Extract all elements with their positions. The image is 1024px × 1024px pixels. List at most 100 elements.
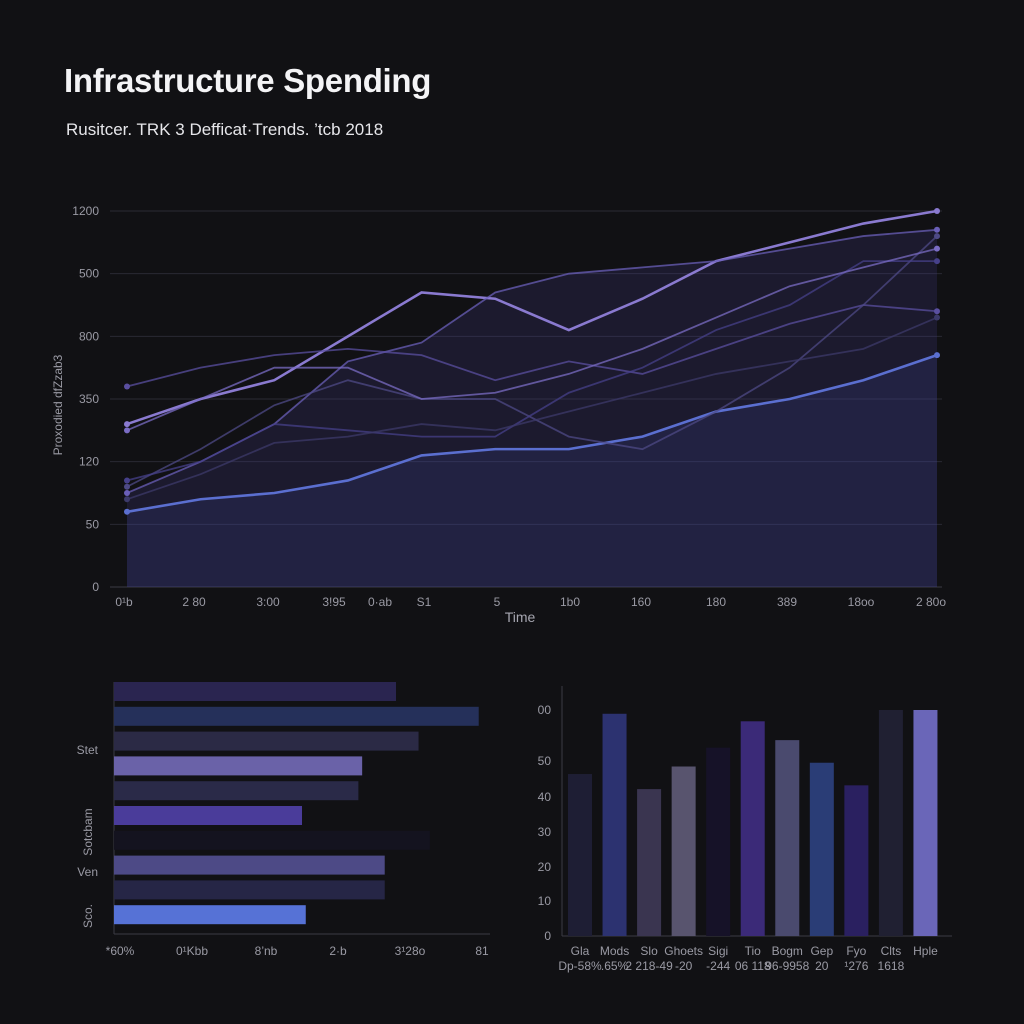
y-tick-label: 1200 bbox=[72, 204, 99, 218]
hbar-category-label: Ven bbox=[77, 865, 98, 879]
y-tick-label: 800 bbox=[79, 329, 99, 343]
vbar-category-sublabel: -20 bbox=[675, 959, 693, 973]
hbar-x-tick-label: *60% bbox=[106, 944, 135, 958]
hbar-x-tick-label: 3¹28o bbox=[395, 944, 426, 958]
page-title: Infrastructure Spending bbox=[64, 62, 432, 99]
series-point bbox=[124, 477, 130, 484]
vbar-category-label: Clts bbox=[881, 944, 902, 958]
vbar bbox=[913, 710, 938, 936]
hbar-category-label: Stet bbox=[77, 743, 99, 757]
series-point bbox=[934, 208, 940, 214]
vbar-category-sublabel: 2 218-49 bbox=[625, 959, 673, 973]
vbar bbox=[775, 740, 800, 936]
x-tick-label: 0·ab bbox=[368, 595, 392, 609]
hbar bbox=[114, 756, 363, 776]
vbar-category-sublabel: Dp-58% bbox=[558, 959, 602, 973]
series-line bbox=[126, 304, 938, 388]
x-tick-label: 2 80 bbox=[182, 595, 206, 609]
vbar-y-tick-label: 20 bbox=[538, 860, 552, 874]
vbar bbox=[878, 710, 903, 936]
vbar-category-sublabel: 06 118 bbox=[735, 959, 771, 973]
vbar-category-label: Gla bbox=[571, 944, 590, 958]
series-point bbox=[124, 490, 130, 496]
vbar-category-label: Sigi bbox=[708, 944, 728, 958]
hbar bbox=[114, 905, 306, 925]
series-area bbox=[127, 229, 937, 588]
vbar-y-tick-label: 00 bbox=[538, 703, 552, 717]
hbar bbox=[114, 706, 479, 726]
vbar bbox=[844, 785, 869, 936]
series-area bbox=[127, 355, 937, 587]
hbar-x-tick-label: 8’nb bbox=[255, 944, 278, 958]
y-tick-label: 0 bbox=[92, 580, 99, 594]
series-point bbox=[124, 383, 130, 390]
series-point bbox=[124, 421, 130, 428]
vbar-category-sublabel: .65% bbox=[601, 959, 629, 973]
vbar bbox=[671, 766, 696, 936]
series-point bbox=[934, 245, 940, 252]
x-tick-label: 5 bbox=[494, 595, 501, 609]
vbar-category-label: Fyo bbox=[846, 944, 866, 958]
series-point bbox=[934, 308, 940, 315]
vbar-category-label: Hple bbox=[913, 944, 938, 958]
series-point bbox=[934, 233, 940, 240]
vbar-category-label: Slo bbox=[640, 944, 658, 958]
series-point bbox=[124, 496, 130, 503]
vbar-category-sublabel: 96-9958 bbox=[765, 959, 809, 973]
x-tick-label: 2 80o bbox=[916, 595, 946, 609]
hbar-category-label: Sco. bbox=[81, 904, 95, 928]
hbar bbox=[114, 806, 302, 825]
vbar-category-sublabel: 20 bbox=[815, 959, 829, 973]
x-tick-label: 0¹b bbox=[115, 595, 133, 609]
x-tick-label: 180 bbox=[706, 595, 726, 609]
vbar bbox=[637, 789, 662, 936]
x-tick-label: 3!95 bbox=[322, 595, 346, 609]
hbar bbox=[114, 880, 385, 900]
series-line bbox=[126, 209, 938, 426]
vbar-category-sublabel: 1618 bbox=[878, 959, 905, 973]
y-tick-label: 50 bbox=[86, 517, 100, 531]
y-tick-label: 500 bbox=[79, 267, 99, 281]
vbar-category-label: Ghoets bbox=[664, 944, 703, 958]
vbar-category-label: Gep bbox=[810, 944, 833, 958]
hbar-x-tick-label: 2·b bbox=[329, 944, 347, 958]
series-line bbox=[126, 353, 938, 514]
x-tick-label: 3:00 bbox=[256, 595, 280, 609]
x-tick-label: 1b0 bbox=[560, 595, 580, 609]
y-tick-label: 350 bbox=[79, 392, 99, 406]
hbar bbox=[114, 781, 359, 801]
series-point bbox=[934, 314, 940, 321]
y-axis-title: Proxodied dfZzab3 bbox=[51, 354, 65, 455]
x-tick-label: 18oo bbox=[848, 595, 875, 609]
series-point bbox=[124, 427, 130, 434]
series-point bbox=[934, 352, 940, 359]
hbar bbox=[114, 682, 396, 701]
x-tick-label: 160 bbox=[631, 595, 651, 609]
vbar-category-label: Bogm bbox=[772, 944, 803, 958]
vbar-y-tick-label: 40 bbox=[538, 790, 552, 804]
series-point bbox=[934, 258, 940, 265]
vbar-y-tick-label: 50 bbox=[538, 754, 552, 768]
hbar-category-label: Sotcbam bbox=[81, 808, 95, 855]
series-line bbox=[126, 235, 938, 488]
series-line bbox=[126, 260, 937, 482]
vbar-category-label: Tio bbox=[745, 944, 762, 958]
y-tick-label: 120 bbox=[79, 455, 99, 469]
series-point bbox=[124, 508, 130, 515]
x-axis-title: Time bbox=[505, 609, 536, 625]
hbar bbox=[114, 731, 419, 751]
vbar bbox=[809, 762, 834, 936]
hbar-x-tick-label: 0¹Kbb bbox=[176, 944, 208, 958]
vbar-y-tick-label: 30 bbox=[538, 825, 552, 839]
series-point bbox=[124, 483, 130, 490]
x-tick-label: S1 bbox=[417, 595, 432, 609]
hbar bbox=[114, 830, 430, 850]
vbar bbox=[706, 747, 731, 936]
vbar-y-tick-label: 10 bbox=[538, 894, 552, 908]
x-tick-label: 389 bbox=[777, 595, 797, 609]
series-line bbox=[126, 247, 938, 432]
vbar bbox=[740, 721, 765, 936]
series-point bbox=[934, 226, 940, 233]
vbar-category-sublabel: -244 bbox=[706, 959, 730, 973]
